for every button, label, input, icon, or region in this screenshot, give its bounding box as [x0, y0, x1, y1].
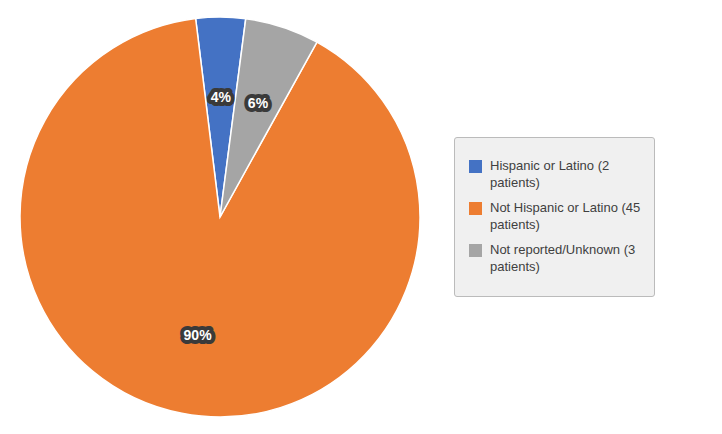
html-text:Not reported/Unknown (3 patien: Not reported/Unknown (3 patients)	[490, 241, 636, 274]
html-text:Not Hispanic or Latino (45 pat: Not Hispanic or Latino (45 patients)	[490, 200, 641, 232]
svg-text:6%: 6%	[248, 95, 269, 111]
html-text:Hispanic or Latino (2 patients: Hispanic or Latino (2 patients)	[490, 158, 610, 191]
svg-text:4%: 4%	[211, 89, 232, 105]
svg-text:90%: 90%	[184, 327, 213, 343]
